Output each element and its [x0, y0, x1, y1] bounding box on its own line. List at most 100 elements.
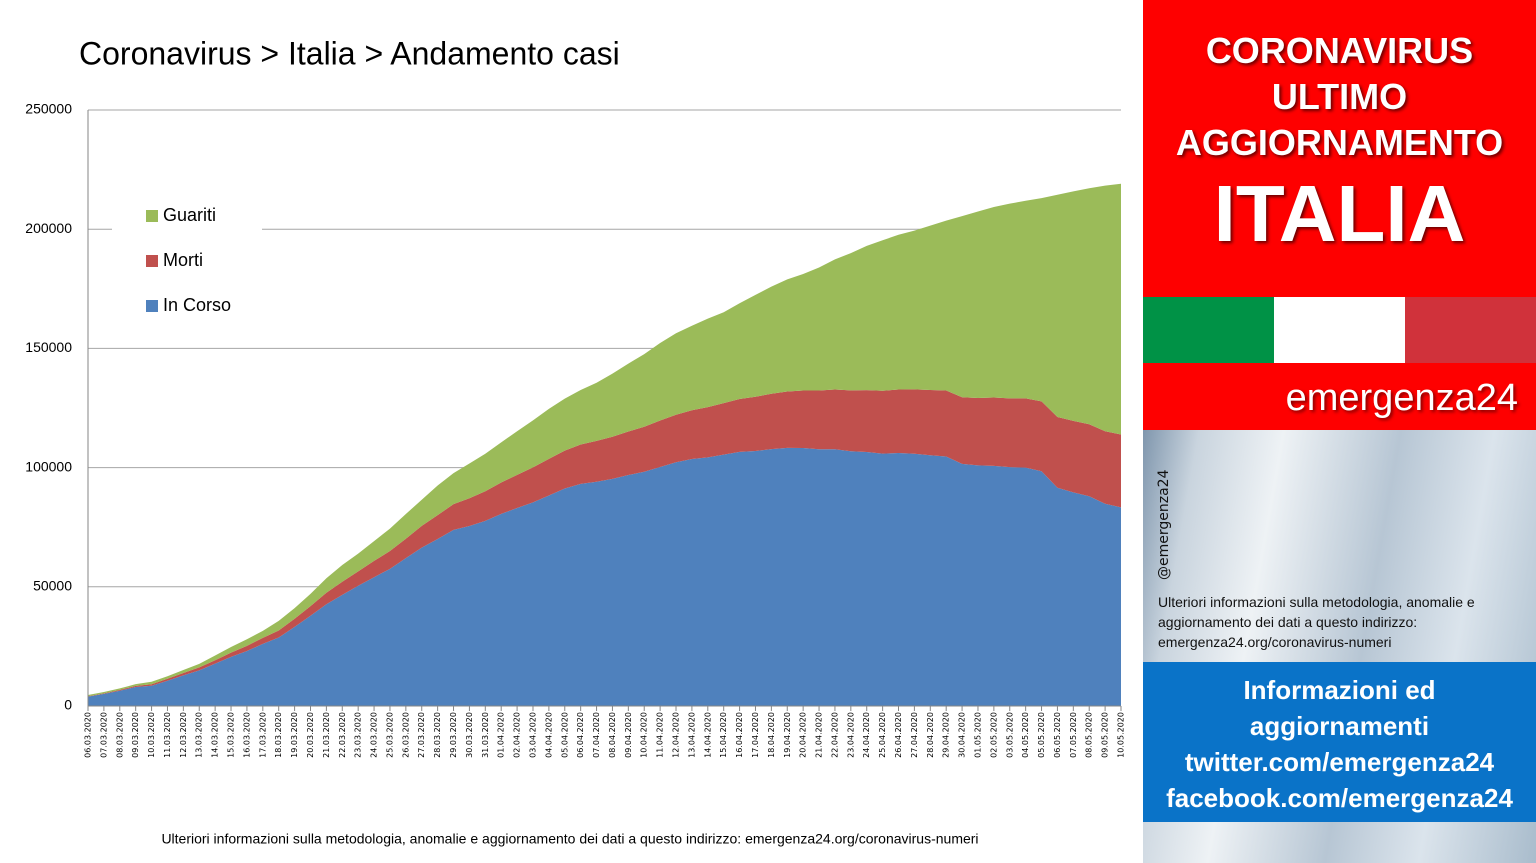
x-tick-label: 27.04.2020 [910, 712, 919, 758]
flag-green [1143, 297, 1274, 363]
header-line: CORONAVIRUS [1205, 30, 1474, 71]
x-tick-label: 26.03.2020 [401, 712, 410, 758]
x-tick-label: 22.04.2020 [830, 712, 839, 758]
x-tick-label: 14.03.2020 [211, 712, 220, 758]
x-tick-label: 29.04.2020 [942, 712, 951, 758]
x-tick-label: 04.05.2020 [1021, 712, 1030, 758]
legend-swatch [146, 300, 158, 312]
x-tick-label: 25.03.2020 [385, 712, 394, 758]
x-tick-label: 16.03.2020 [242, 712, 251, 758]
y-tick-label: 200000 [25, 220, 72, 236]
x-tick-label: 17.03.2020 [258, 712, 267, 758]
x-tick-label: 14.04.2020 [703, 712, 712, 758]
flag-red [1405, 297, 1536, 363]
link-line: aggiornamenti [1249, 711, 1430, 741]
x-tick-label: 27.03.2020 [417, 712, 426, 758]
y-tick-label: 50000 [33, 578, 72, 594]
x-tick-label: 03.04.2020 [528, 712, 537, 758]
country: ITALIA [1213, 169, 1466, 258]
x-tick-label: 01.04.2020 [497, 712, 506, 758]
x-tick-label: 10.05.2020 [1117, 712, 1126, 758]
x-tick-label: 08.03.2020 [115, 712, 124, 758]
x-tick-label: 20.04.2020 [799, 712, 808, 758]
link-line: Informazioni ed [1243, 675, 1436, 705]
x-tick-label: 26.04.2020 [894, 712, 903, 758]
legend-label: Morti [163, 250, 203, 270]
info-text: Ulteriori informazioni sulla metodologia… [1158, 594, 1475, 650]
y-tick-label: 100000 [25, 458, 72, 474]
x-tick-label: 07.05.2020 [1069, 712, 1078, 758]
x-tick-label: 28.03.2020 [433, 712, 442, 758]
x-tick-label: 09.04.2020 [624, 712, 633, 758]
x-tick-label: 04.04.2020 [544, 712, 553, 758]
legend-box [112, 195, 262, 325]
x-tick-label: 13.04.2020 [687, 712, 696, 758]
flag [1143, 297, 1536, 363]
x-tick-label: 23.03.2020 [354, 712, 363, 758]
link-line: facebook.com/emergenza24 [1166, 783, 1513, 813]
x-tick-label: 18.03.2020 [274, 712, 283, 758]
x-tick-label: 17.04.2020 [751, 712, 760, 758]
y-tick-label: 0 [64, 697, 72, 713]
x-tick-label: 31.03.2020 [481, 712, 490, 758]
x-tick-label: 24.04.2020 [862, 712, 871, 758]
x-tick-label: 06.05.2020 [1053, 712, 1062, 758]
y-tick-label: 150000 [25, 339, 72, 355]
x-tick-label: 12.03.2020 [179, 712, 188, 758]
x-tick-label: 08.05.2020 [1085, 712, 1094, 758]
legend-label: Guariti [163, 205, 216, 225]
x-tick-label: 15.03.2020 [227, 712, 236, 758]
chart-title: Coronavirus > Italia > Andamento casi [79, 35, 620, 71]
x-tick-label: 21.04.2020 [815, 712, 824, 758]
x-tick-label: 05.04.2020 [560, 712, 569, 758]
handle: @emergenza24 [1156, 469, 1172, 581]
legend-label: In Corso [163, 295, 231, 315]
x-tick-label: 16.04.2020 [735, 712, 744, 758]
x-tick-label: 11.03.2020 [163, 712, 172, 758]
legend-swatch [146, 210, 158, 222]
x-tick-label: 10.03.2020 [147, 712, 156, 758]
area [88, 447, 1121, 706]
x-tick-label: 19.04.2020 [783, 712, 792, 758]
x-tick-label: 08.04.2020 [608, 712, 617, 758]
x-tick-label: 24.03.2020 [370, 712, 379, 758]
x-tick-label: 06.04.2020 [576, 712, 585, 758]
x-tick-label: 02.05.2020 [989, 712, 998, 758]
header-line: ULTIMO [1271, 76, 1408, 117]
x-tick-label: 29.03.2020 [449, 712, 458, 758]
x-tick-label: 30.03.2020 [465, 712, 474, 758]
links-panel: Informazioni ed aggiornamenti twitter.co… [1143, 662, 1536, 822]
x-tick-label: 23.04.2020 [846, 712, 855, 758]
x-tick-label: 21.03.2020 [322, 712, 331, 758]
x-tick-label: 10.04.2020 [640, 712, 649, 758]
x-tick-label: 09.03.2020 [131, 712, 140, 758]
x-tick-label: 06.03.2020 [84, 712, 93, 758]
x-tick-label: 20.03.2020 [306, 712, 315, 758]
x-tick-label: 18.04.2020 [767, 712, 776, 758]
x-tick-label: 05.05.2020 [1037, 712, 1046, 758]
x-tick-label: 03.05.2020 [1005, 712, 1014, 758]
x-tick-label: 11.04.2020 [656, 712, 665, 758]
link-line: twitter.com/emergenza24 [1184, 747, 1495, 777]
x-tick-label: 07.03.2020 [99, 712, 108, 758]
brand: emergenza24 [1143, 363, 1536, 430]
flag-white [1274, 297, 1405, 363]
header-line: AGGIORNAMENTO [1175, 122, 1504, 163]
y-tick-label: 250000 [25, 101, 72, 117]
legend-swatch [146, 255, 158, 267]
x-tick-label: 02.04.2020 [513, 712, 522, 758]
x-tick-label: 22.03.2020 [338, 712, 347, 758]
x-tick-label: 30.04.2020 [958, 712, 967, 758]
area [88, 183, 1121, 697]
x-tick-label: 19.03.2020 [290, 712, 299, 758]
header-panel: CORONAVIRUS ULTIMO AGGIORNAMENTO ITALIA [1143, 0, 1536, 297]
x-tick-label: 12.04.2020 [672, 712, 681, 758]
footnote: Ulteriori informazioni sulla metodologia… [161, 831, 978, 847]
x-tick-label: 15.04.2020 [719, 712, 728, 758]
x-tick-label: 25.04.2020 [878, 712, 887, 758]
x-tick-label: 28.04.2020 [926, 712, 935, 758]
x-tick-label: 13.03.2020 [195, 712, 204, 758]
chart: Coronavirus > Italia > Andamento casi Ul… [25, 35, 1126, 847]
area [88, 389, 1121, 697]
